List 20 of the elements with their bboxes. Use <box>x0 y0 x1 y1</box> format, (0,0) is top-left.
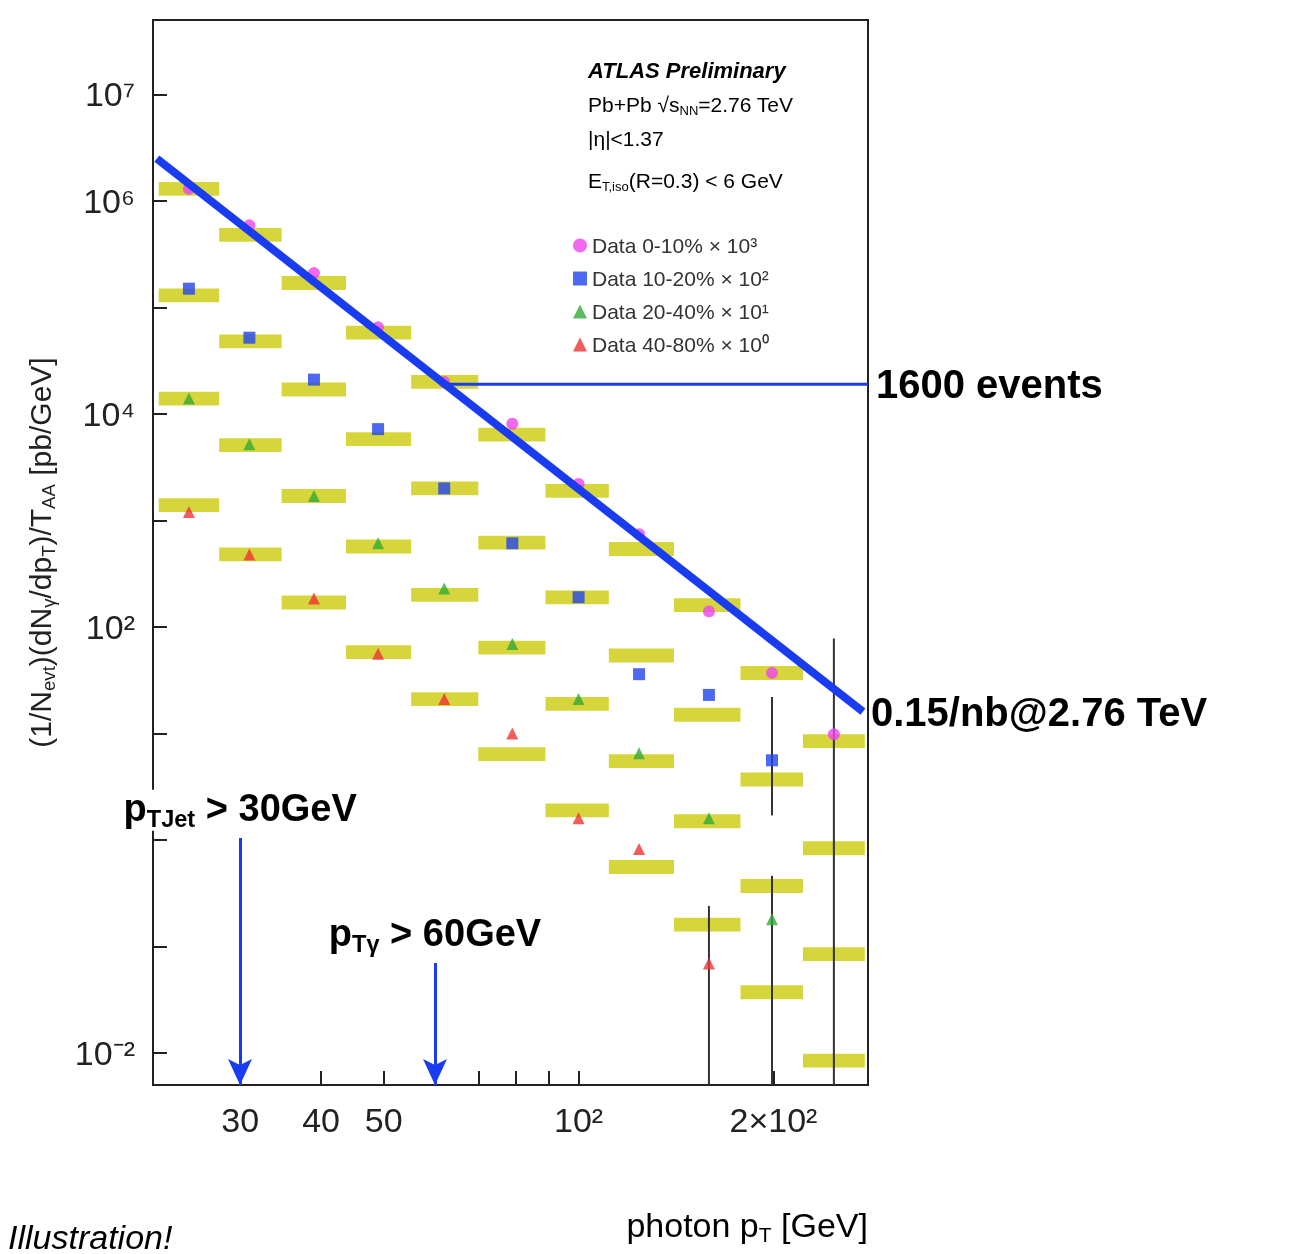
annotation: |η|<1.37 <box>588 127 664 150</box>
x-tick-label: 2×10² <box>729 1101 818 1139</box>
annotation: 0.15/nb@2.76 TeV <box>870 689 1208 734</box>
annotation: ATLAS Preliminary <box>587 58 788 84</box>
text: Illustration! <box>8 1218 173 1254</box>
x-tick-label: 50 <box>364 1101 403 1139</box>
x-tick-label: 30 <box>221 1101 260 1139</box>
legend-label: Data 40-80% × 10⁰ <box>592 333 769 356</box>
y-tick-label: 10⁻² <box>74 1033 135 1072</box>
legend-label: Data 10-20% × 10² <box>592 267 769 290</box>
x-tick-label: 10² <box>554 1101 604 1139</box>
annotation: 1600 events <box>876 362 1103 407</box>
y-tick-label: 10⁴ <box>82 394 135 433</box>
legend-label: Data 0-10% × 10³ <box>592 234 758 257</box>
y-tick-label: 10⁶ <box>83 181 135 220</box>
text: (1/Nevt)(dNγ/dpT)/TAA [pb/GeV] <box>23 357 59 748</box>
y-tick-label: 10⁷ <box>84 75 135 114</box>
y-tick-label: 10² <box>85 607 135 646</box>
x-tick-label: 40 <box>302 1101 340 1139</box>
legend-label: Data 20-40% × 10¹ <box>592 300 769 323</box>
